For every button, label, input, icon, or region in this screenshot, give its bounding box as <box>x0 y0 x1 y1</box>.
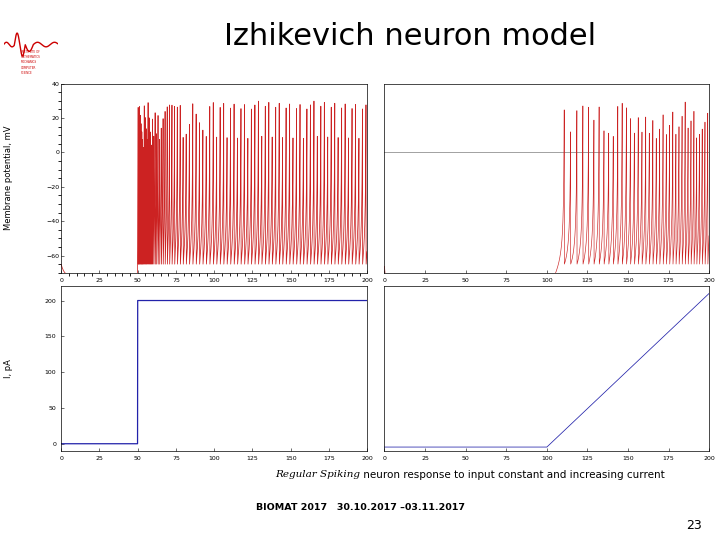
Text: 23: 23 <box>686 519 702 532</box>
Text: Membrane potential, mV: Membrane potential, mV <box>4 126 13 231</box>
Text: Regular Spiking: Regular Spiking <box>275 470 360 479</box>
Text: I, pA: I, pA <box>4 359 13 378</box>
Text: neuron response to input constant and increasing current: neuron response to input constant and in… <box>360 470 665 480</box>
Text: Izhikevich neuron model: Izhikevich neuron model <box>225 22 596 51</box>
Text: BIOMAT 2017   30.10.2017 –03.11.2017: BIOMAT 2017 30.10.2017 –03.11.2017 <box>256 503 464 512</box>
Text: INSTITUTE OF
MATHEMATICS
MECHANICS
COMPUTER
SCIENCE: INSTITUTE OF MATHEMATICS MECHANICS COMPU… <box>21 50 41 75</box>
